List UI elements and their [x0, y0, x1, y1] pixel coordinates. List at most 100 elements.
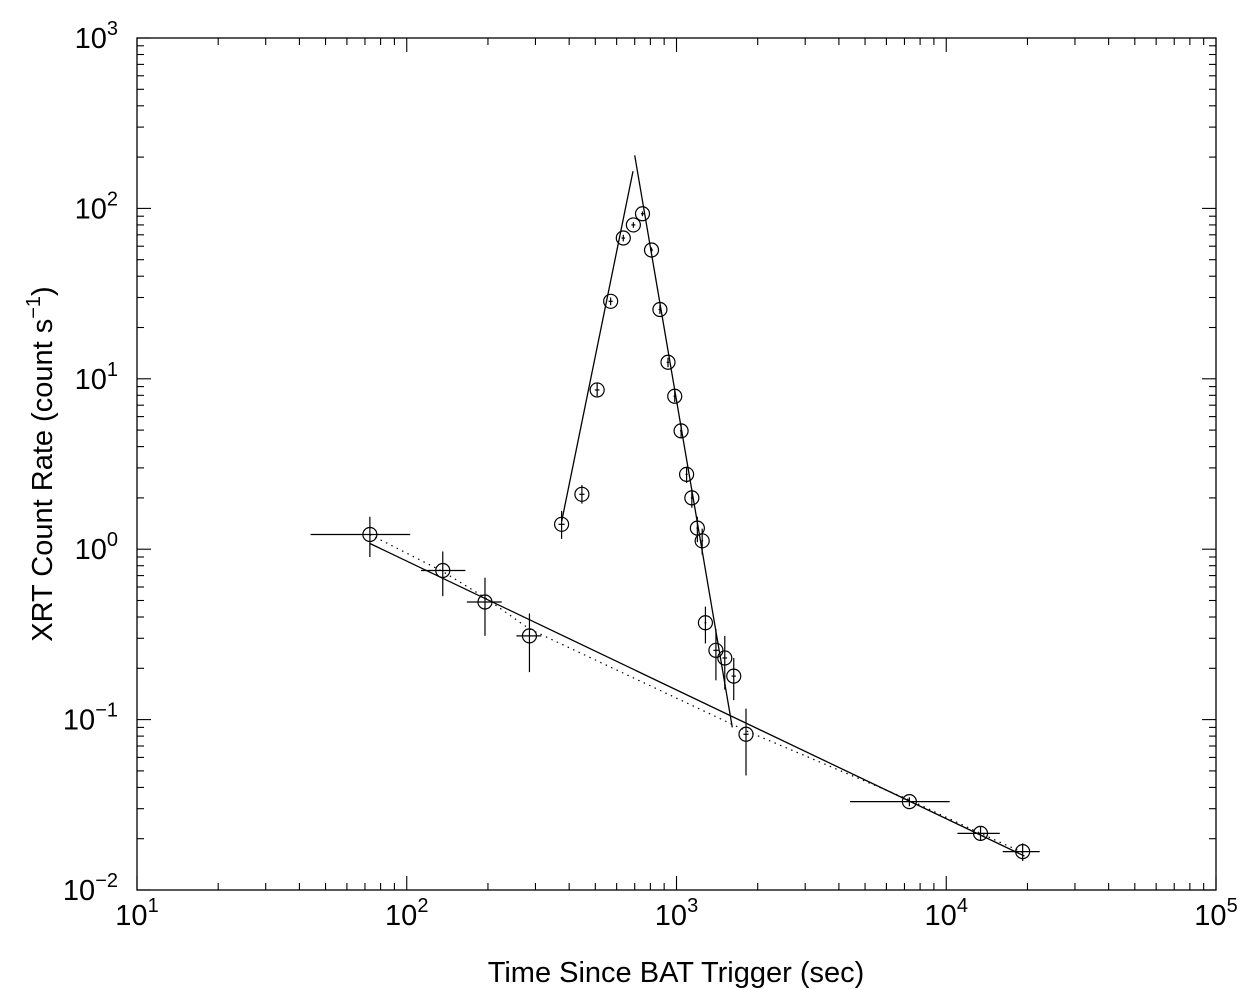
data-point	[421, 551, 466, 597]
point-marker	[717, 650, 733, 666]
data-point	[615, 230, 631, 246]
axis-ticks	[136, 37, 1217, 891]
y-tick-label: 102	[75, 188, 118, 225]
point-marker	[694, 533, 710, 549]
point-marker	[574, 486, 590, 502]
y-tick-label: 101	[75, 359, 118, 396]
y-tick-label-exponent: 3	[107, 18, 118, 40]
model-line-solid	[560, 171, 634, 522]
point-marker	[362, 526, 378, 543]
x-tick-label: 104	[925, 895, 968, 932]
point-marker	[684, 490, 700, 506]
x-tick-label-base: 10	[115, 900, 147, 932]
point-marker	[521, 628, 538, 644]
data-point	[643, 242, 660, 258]
point-marker	[726, 668, 742, 684]
model-lines	[369, 155, 1025, 857]
data-point	[694, 528, 710, 555]
y-axis-label-close: )	[27, 286, 59, 296]
point-marker	[1015, 844, 1031, 860]
data-point	[603, 293, 619, 309]
x-tick-label-exponent: 5	[1227, 895, 1238, 917]
x-tick-label: 105	[1194, 895, 1237, 932]
y-tick-label-exponent: 1	[107, 359, 118, 381]
y-axis-label-exponent: −1	[23, 296, 45, 319]
y-tick-label-base: 10	[75, 23, 107, 55]
y-tick-label-base: 10	[63, 705, 95, 737]
plot-frame	[136, 37, 1217, 891]
data-point	[589, 382, 605, 398]
y-tick-label-exponent: 2	[107, 188, 118, 210]
point-marker	[435, 562, 451, 579]
data-point	[678, 466, 695, 483]
y-tick-label: 10−1	[63, 700, 118, 737]
data-point	[850, 794, 950, 810]
point-marker	[697, 615, 714, 631]
data-point	[697, 606, 714, 644]
point-marker	[660, 354, 676, 370]
data-point	[673, 423, 689, 439]
point-marker	[673, 423, 689, 439]
point-marker	[589, 382, 605, 398]
data-point	[466, 577, 502, 636]
model-line-dotted	[369, 533, 1023, 854]
y-tick-label-base: 10	[75, 534, 107, 566]
point-marker	[678, 466, 695, 482]
data-point	[516, 613, 542, 673]
data-point	[574, 485, 590, 504]
point-marker	[615, 230, 631, 246]
y-tick-label-exponent: −1	[95, 700, 118, 722]
point-marker	[634, 206, 651, 222]
x-tick-label-exponent: 1	[148, 895, 159, 917]
x-tick-label-exponent: 2	[417, 895, 428, 917]
point-marker	[738, 726, 754, 742]
x-tick-label-exponent: 3	[687, 895, 698, 917]
data-point	[634, 206, 651, 222]
data-point	[1002, 843, 1040, 861]
y-axis-label: XRT Count Rate (count s−1)	[23, 286, 59, 641]
x-tick-label-base: 10	[655, 900, 687, 932]
point-marker	[667, 388, 683, 404]
x-tick-label-base: 10	[925, 900, 957, 932]
data-point	[708, 629, 724, 681]
x-tick-label-base: 10	[385, 900, 417, 932]
y-tick-label-base: 10	[75, 364, 107, 396]
x-tick-label-exponent: 4	[957, 895, 968, 917]
y-tick-label: 103	[75, 18, 118, 55]
x-tick-label: 103	[655, 895, 698, 932]
data-point	[684, 489, 700, 508]
point-marker	[708, 642, 724, 658]
x-tick-label-base: 10	[1194, 900, 1226, 932]
x-axis-label: Time Since BAT Trigger (sec)	[488, 957, 865, 989]
point-marker	[603, 293, 619, 309]
x-tick-label: 101	[115, 895, 158, 932]
data-point	[553, 510, 570, 539]
point-marker	[477, 594, 493, 610]
data-point	[652, 301, 668, 318]
data-point	[957, 825, 1000, 841]
x-tick-label: 102	[385, 895, 428, 932]
point-marker	[625, 217, 641, 233]
y-tick-label-exponent: −2	[95, 870, 118, 892]
data-point	[717, 635, 733, 690]
data-point	[667, 388, 683, 404]
point-marker	[901, 794, 917, 810]
y-tick-label: 100	[75, 529, 118, 566]
data-point	[310, 516, 411, 557]
y-tick-label: 10−2	[63, 870, 118, 907]
y-tick-label-base: 10	[75, 193, 107, 225]
y-axis-label-text: XRT Count Rate (count s	[27, 319, 59, 642]
model-line-solid	[369, 542, 1025, 857]
point-marker	[643, 242, 660, 258]
data-point	[660, 354, 676, 370]
point-marker	[553, 516, 570, 532]
point-marker	[972, 825, 989, 841]
data-points	[310, 206, 1040, 861]
y-tick-label-exponent: 0	[107, 529, 118, 551]
data-point	[625, 217, 641, 233]
point-marker	[652, 301, 668, 318]
data-point	[738, 708, 754, 776]
model-line-solid	[634, 155, 733, 728]
